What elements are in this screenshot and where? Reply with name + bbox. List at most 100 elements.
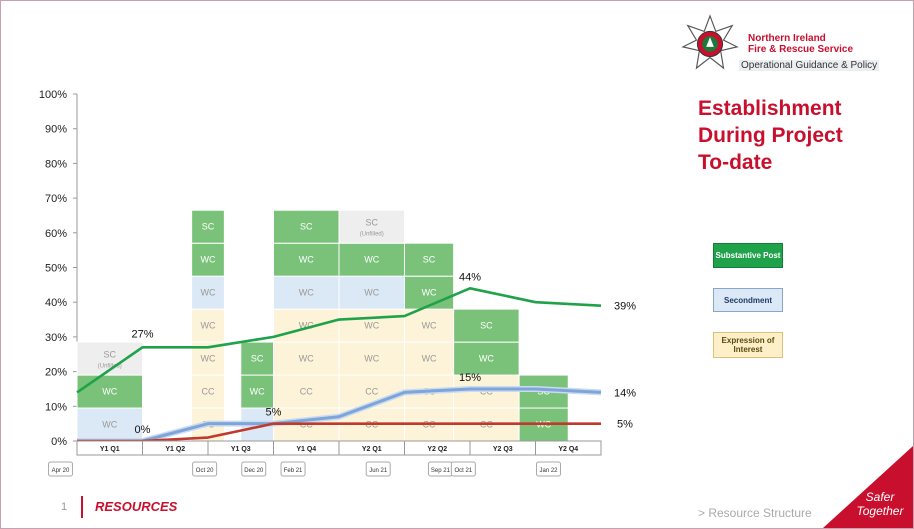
block-label: SC [103,350,116,360]
block-unfilled [338,209,405,244]
block-eoi [404,308,455,343]
title-line-2: During Project [698,124,843,147]
y-tick-label: 100% [39,89,67,101]
y-tick-label: 20% [45,367,67,379]
block-label: WC [102,420,117,430]
data-label: 44% [459,271,481,283]
block-label: CC [365,387,378,397]
date-marker-box [280,461,306,477]
date-marker-label: Sep 21 [431,468,451,474]
block-substantive [273,209,340,244]
block-label: SC [365,218,378,228]
block-label: WC [201,288,216,298]
brand-corner [823,446,913,528]
y-tick-label: 80% [45,158,67,170]
block-secondment [191,275,225,310]
block-label: WC [364,321,379,331]
block-label: WC [299,288,314,298]
block-substantive [404,275,455,310]
page-number: 1 [61,501,68,513]
block-label: WC [299,321,314,331]
block-label: WC [201,354,216,364]
block-substantive [453,308,520,343]
block-label: WC [364,288,379,298]
block-label: CC [300,387,313,397]
date-marker-label: Oct 21 [455,468,473,474]
footer-divider [81,496,83,518]
block-substantive [404,242,455,277]
org-name: Northern Ireland Fire & Rescue Service [748,33,878,55]
series-line-secondment [77,387,602,443]
date-marker-box [192,461,218,477]
quarter-label: Y2 Q4 [558,446,578,453]
quarter-label: Y2 Q3 [493,446,513,453]
tagline-line-2: Together [856,504,904,518]
block-sublabel: (Unfilled) [98,364,122,370]
date-marker-box [365,461,391,477]
tagline-line-1: Safer [865,490,895,504]
block-eoi [191,374,225,409]
date-marker-label: Jun 21 [369,468,388,474]
date-marker-label: Jan 22 [539,468,558,474]
tagline: Safer Together [849,490,911,518]
block-label: WC [422,288,437,298]
series-line-eoi [77,422,601,443]
block-label: WC [364,354,379,364]
date-marker-label: Oct 20 [196,468,214,474]
block-label: WC [201,321,216,331]
block-label: WC [102,387,117,397]
department-subtitle: Operational Guidance & Policy [739,60,880,71]
quarter-label: Y1 Q4 [296,446,316,453]
org-name-line-1: Northern Ireland [748,33,826,44]
block-label: SC [423,255,436,265]
block-substantive [240,374,274,409]
data-label: 15% [459,372,481,384]
legend-substantive-post: Substantive Post [713,243,783,268]
y-tick-label: 0% [51,436,67,448]
data-label: 0% [135,424,151,436]
y-tick-label: 50% [45,263,67,275]
block-substantive [453,341,520,376]
quarter-label: Y1 Q1 [100,446,120,453]
block-substantive [191,242,225,277]
resource-structure-link[interactable]: > Resource Structure [698,506,812,520]
org-name-line-2: Fire & Rescue Service [748,44,854,55]
date-marker-label: Apr 20 [52,468,70,474]
quarter-label: Y2 Q2 [427,446,447,453]
fire-service-crest-icon [681,14,739,70]
block-label: WC [250,387,265,397]
block-label: WC [364,255,379,265]
date-marker-label: Feb 21 [284,468,303,474]
block-label: WC [299,255,314,265]
block-label: WC [422,354,437,364]
data-label: 39% [614,301,636,313]
legend-expression-of-interest: Expression of Interest [713,332,783,358]
block-label: WC [201,255,216,265]
data-label: 5% [617,419,633,431]
block-sublabel: (Unfilled) [360,232,384,238]
data-label: 14% [614,387,636,399]
slide-title: Establishment During Project To-date [698,95,898,176]
date-marker-box [450,461,476,477]
legend-secondment: Secondment [713,288,783,312]
block-secondment [76,407,143,442]
title-line-3: To-date [698,151,773,174]
block-eoi [191,308,225,343]
y-tick-label: 60% [45,228,67,240]
date-marker-box [241,461,267,477]
block-eoi [273,374,340,409]
block-substantive [338,242,405,277]
block-substantive [191,209,225,244]
block-substantive [273,242,340,277]
data-label: 27% [131,328,153,340]
quarter-label: Y1 Q2 [165,446,185,453]
block-label: WC [422,321,437,331]
quarter-label: Y1 Q3 [231,446,251,453]
block-label: CC [202,387,215,397]
block-label: SC [480,321,493,331]
block-label: SC [300,222,313,232]
y-tick-label: 30% [45,332,67,344]
date-marker-label: Dec 20 [244,468,264,474]
series-line-substantive [76,287,602,394]
